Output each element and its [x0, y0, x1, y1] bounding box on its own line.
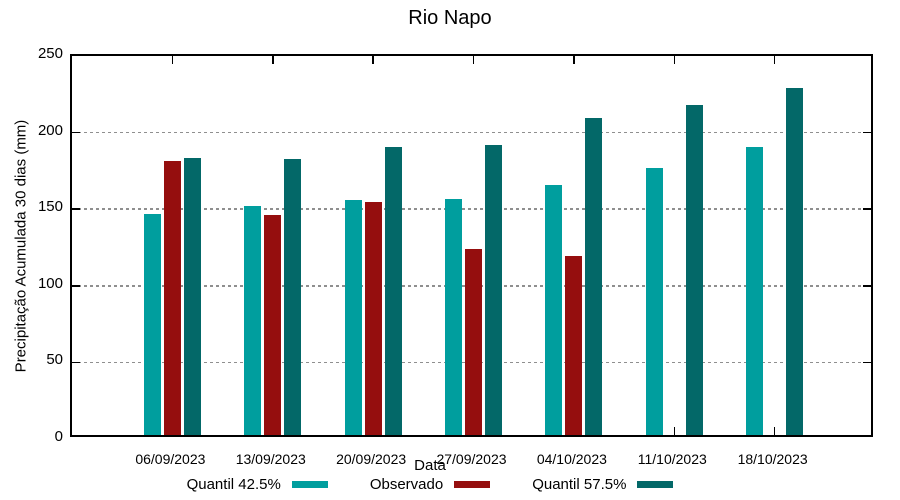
legend-item: Quantil 57.5% [532, 476, 674, 493]
x-tick-label: 13/09/2023 [235, 451, 306, 467]
legend-item: Observado [369, 476, 491, 493]
bar [746, 146, 764, 435]
x-tick-mark [472, 56, 475, 64]
x-tick-label: 27/09/2023 [436, 451, 507, 467]
y-tick-mark [72, 361, 80, 364]
bar [685, 104, 703, 435]
y-tick-label: 200 [37, 121, 63, 139]
x-tick-mark [673, 427, 675, 435]
x-tick-mark [773, 56, 776, 64]
x-tick-mark [573, 56, 575, 64]
legend-item: Quantil 42.5% [187, 476, 328, 493]
legend-label: Quantil 42.5% [186, 476, 281, 493]
bar [465, 248, 482, 435]
bar [545, 184, 563, 435]
chart-title: Rio Napo [408, 7, 492, 29]
legend-label: Quantil 57.5% [532, 476, 627, 493]
legend-swatch [291, 481, 328, 488]
bar [284, 159, 302, 435]
x-tick-label: 11/10/2023 [637, 451, 707, 467]
y-tick-mark [863, 208, 871, 210]
gridline [72, 131, 871, 134]
legend-swatch [637, 481, 674, 488]
bar [143, 213, 161, 435]
x-tick-mark [773, 427, 776, 435]
y-tick-mark [72, 131, 80, 134]
gridline [72, 208, 871, 210]
bar [364, 201, 382, 435]
y-tick-mark [72, 285, 80, 287]
y-tick-mark [72, 208, 80, 210]
legend-label: Observado [369, 476, 444, 493]
y-tick-label: 0 [54, 428, 63, 445]
legend: Quantil 42.5% Observado Quantil 57.5% [0, 476, 880, 493]
bar [264, 215, 282, 435]
y-tick-mark [863, 131, 871, 134]
y-tick-mark [863, 361, 871, 364]
x-tick-label: 18/10/2023 [737, 451, 808, 467]
y-tick-label: 100 [37, 274, 63, 292]
y-axis-title: Precipitação Acumulada 30 dias (mm) [12, 119, 30, 373]
y-tick-label: 250 [37, 45, 63, 62]
bar [244, 206, 262, 435]
x-tick-label: 06/09/2023 [135, 451, 206, 467]
bar [445, 198, 462, 435]
bar [645, 168, 663, 435]
x-tick-mark [272, 56, 274, 64]
x-axis-title: Data [414, 457, 446, 474]
x-tick-mark [372, 56, 374, 64]
bar [384, 146, 402, 435]
x-tick-label: 04/10/2023 [536, 451, 607, 467]
bar [183, 157, 201, 435]
bar [485, 145, 502, 435]
x-tick-mark [171, 56, 174, 64]
x-tick-label: 20/09/2023 [336, 451, 407, 467]
bar [565, 256, 583, 435]
legend-swatch [454, 481, 491, 488]
y-tick-label: 150 [37, 198, 63, 216]
bar [585, 118, 603, 435]
plot-area [70, 54, 873, 437]
bar [344, 200, 362, 435]
y-tick-label: 50 [46, 351, 63, 369]
y-tick-mark [863, 285, 871, 287]
bar [163, 160, 181, 435]
bar [786, 87, 804, 435]
x-tick-mark [673, 56, 675, 64]
